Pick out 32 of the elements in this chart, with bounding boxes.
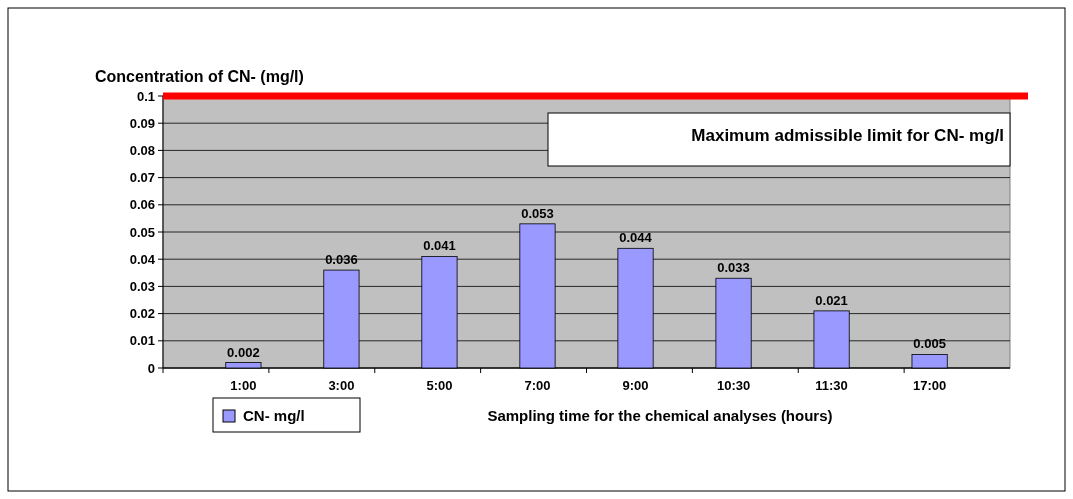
chart-title: Concentration of CN- (mg/l) xyxy=(95,68,304,85)
x-tick-label: 9:00 xyxy=(622,378,649,393)
x-tick-label: 3:00 xyxy=(328,378,355,393)
label-box: Maximum admissible limit for CN- mg/l xyxy=(547,112,1011,167)
x-tick-label: 10:30 xyxy=(716,378,751,393)
y-tick-label: 0.09 xyxy=(129,115,155,131)
data-label: 0.002 xyxy=(227,344,260,360)
data-label: 0.053 xyxy=(521,205,554,221)
data-label: 0.036 xyxy=(325,252,358,268)
data-label: 0.021 xyxy=(815,292,848,308)
y-tick-label: 0.07 xyxy=(129,170,155,186)
x-tick-label: 1:00 xyxy=(230,378,257,393)
y-tick-label: 0.04 xyxy=(129,251,156,267)
y-tick-label: 0.08 xyxy=(129,142,155,158)
ref-line-label: Maximum admissible limit for CN- mg/l xyxy=(691,126,1004,145)
x-tick-label: 7:00 xyxy=(524,378,551,393)
x-tick-label: 11:30 xyxy=(815,378,848,393)
y-tick-label: 0.05 xyxy=(129,224,155,240)
y-tick-label: 0.1 xyxy=(136,88,155,104)
data-label: 0.033 xyxy=(717,260,750,276)
x-tick-label: 5:00 xyxy=(426,378,453,393)
x-axis-title: Sampling time for the chemical analyses (hours) xyxy=(487,407,833,424)
data-label: 0.005 xyxy=(913,336,946,352)
y-tick-label: 0.02 xyxy=(129,306,155,322)
y-tick-label: 0.06 xyxy=(129,197,155,213)
data-label: 0.044 xyxy=(619,230,653,246)
legend-label: CN- mg/l xyxy=(243,407,305,424)
y-tick-label: 0.03 xyxy=(129,278,155,294)
y-tick-label: 0.01 xyxy=(129,333,155,349)
x-tick-label: 17:00 xyxy=(912,378,947,393)
data-label: 0.041 xyxy=(423,238,456,254)
y-tick-label: 0 xyxy=(147,360,155,376)
